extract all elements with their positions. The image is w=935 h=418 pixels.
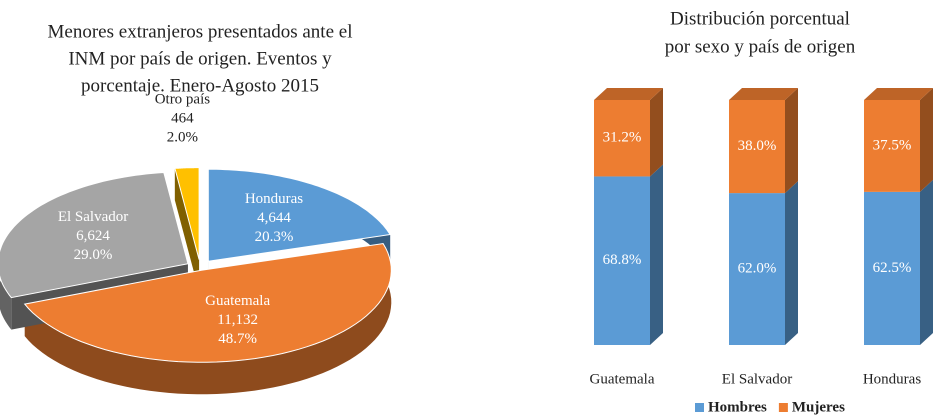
bar-side <box>650 88 663 177</box>
slice-label: El Salvador <box>58 209 128 225</box>
x-tick-label: Honduras <box>863 371 921 387</box>
legend-swatch <box>778 403 788 412</box>
chart-title: Distribución porcentual <box>670 8 850 29</box>
slice-label: 20.3% <box>255 229 294 245</box>
bar <box>864 191 920 345</box>
slice-label: 29.0% <box>74 247 113 263</box>
bar-top <box>594 88 663 100</box>
bar-side <box>785 181 798 345</box>
slice <box>0 171 189 299</box>
legend-label: Mujeres <box>792 399 845 415</box>
slice-label: 2.0% <box>167 129 198 145</box>
x-tick-label: El Salvador <box>722 371 792 387</box>
chart-title: por sexo y país de origen <box>665 36 856 57</box>
legend-swatch <box>695 403 704 412</box>
bar-top <box>729 88 798 100</box>
chart-title: Menores extranjeros presentados ante el <box>48 21 353 42</box>
bar <box>864 100 920 192</box>
slice-label: Honduras <box>245 191 303 207</box>
bar <box>594 100 650 177</box>
bar-side <box>785 88 798 194</box>
slice-label: 11,132 <box>217 312 258 328</box>
value-label: 37.5% <box>873 137 912 153</box>
slice-label: Otro país <box>155 91 211 107</box>
slice-side <box>24 243 392 395</box>
slice <box>23 243 392 363</box>
slice <box>207 168 392 262</box>
bar-side <box>650 164 663 345</box>
bar <box>594 176 650 345</box>
value-label: 62.5% <box>873 260 912 276</box>
value-label: 31.2% <box>603 130 642 146</box>
bar-top <box>864 88 933 100</box>
slice-label: Guatemala <box>205 293 270 309</box>
slice-label: 4,644 <box>257 210 291 226</box>
slice-label: 6,624 <box>76 228 110 244</box>
slice-cut <box>174 168 200 292</box>
legend-label: Hombres <box>708 399 767 415</box>
slice <box>174 167 200 260</box>
chart-title: porcentaje. Enero-Agosto 2015 <box>81 75 319 96</box>
bar <box>729 193 785 345</box>
bar-side <box>920 179 933 345</box>
value-label: 68.8% <box>603 252 642 268</box>
chart-title: INM por país de origen. Eventos y <box>68 48 332 69</box>
slice-label: 48.7% <box>218 331 257 347</box>
bar <box>729 100 785 194</box>
x-tick-label: Guatemala <box>590 371 655 387</box>
slice-label: 464 <box>171 110 194 126</box>
bar-side <box>920 88 933 192</box>
value-label: 62.0% <box>738 260 777 276</box>
value-label: 38.0% <box>738 138 777 154</box>
